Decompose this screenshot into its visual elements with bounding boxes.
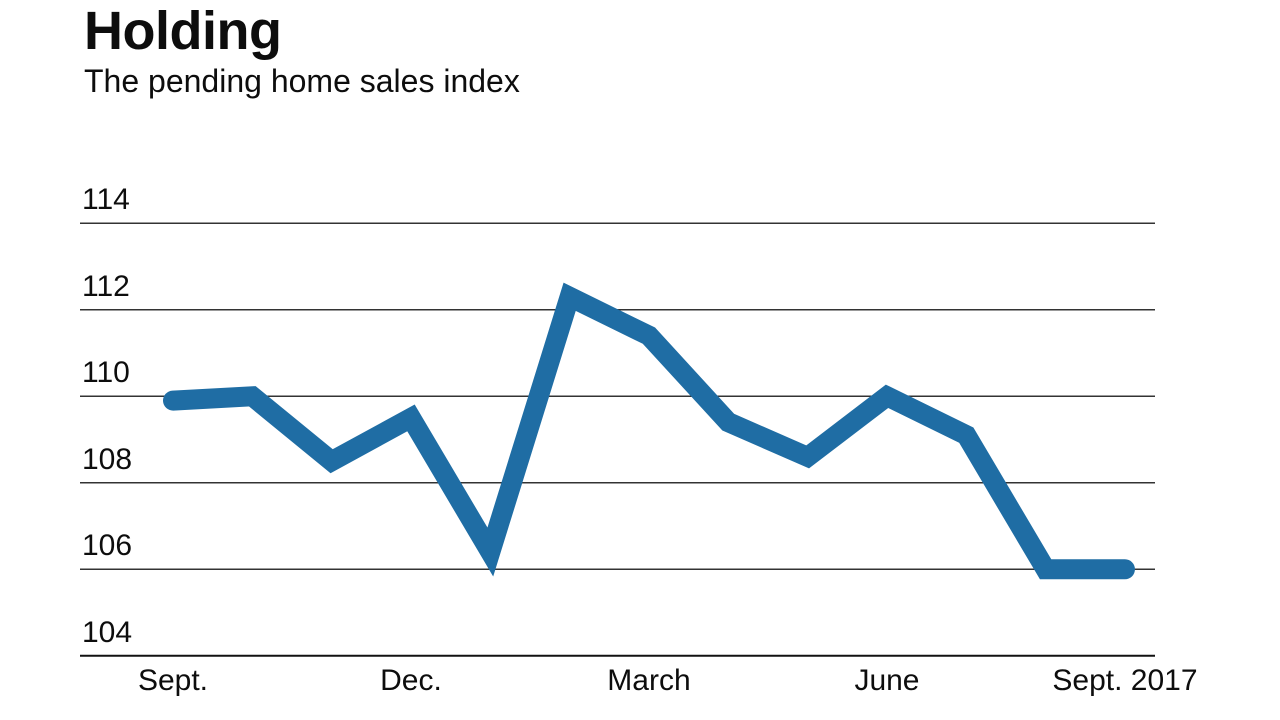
x-tick-label: March (607, 664, 691, 697)
y-tick-label: 110 (82, 356, 130, 390)
chart-title: Holding (84, 1, 282, 61)
chart-subtitle: The pending home sales index (84, 63, 520, 99)
y-tick-label: 108 (82, 442, 133, 476)
x-tick-label: Dec. (380, 664, 442, 697)
y-tick-label: 114 (82, 183, 130, 217)
data-line (163, 282, 1135, 580)
x-tick-label: Sept. 2017 (1052, 664, 1198, 697)
x-tick-label: Sept. (137, 664, 209, 697)
y-tick-label: 112 (82, 269, 130, 303)
y-tick-label: 106 (82, 529, 133, 563)
x-tick-label: June (854, 664, 920, 697)
y-tick-label: 104 (82, 615, 133, 649)
